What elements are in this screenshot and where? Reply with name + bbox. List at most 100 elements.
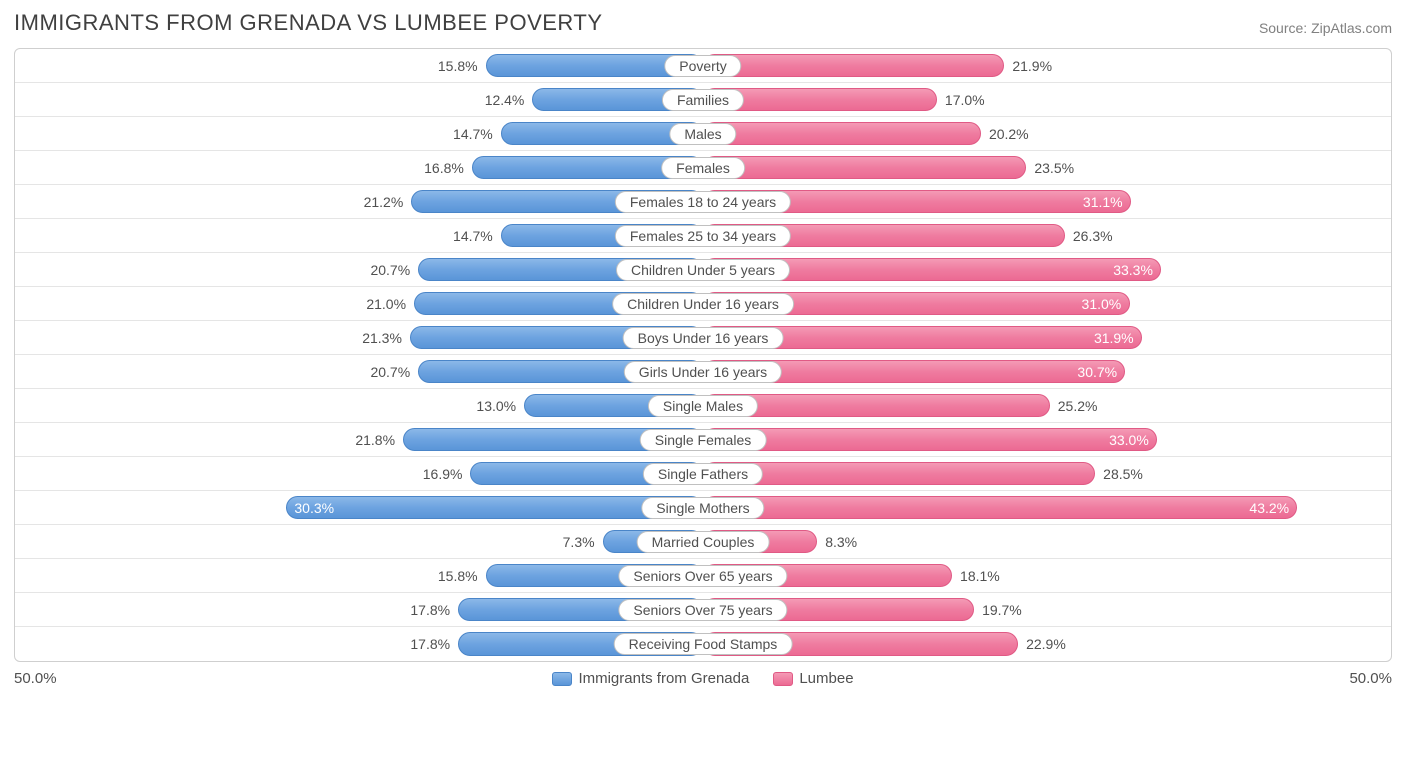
value-right: 25.2% <box>1058 398 1098 414</box>
bar-half-left: 21.0% <box>15 287 703 320</box>
value-right: 19.7% <box>982 602 1022 618</box>
value-left: 15.8% <box>438 568 478 584</box>
chart-row: 14.7% 26.3% Females 25 to 34 years <box>15 219 1391 253</box>
bar-half-left: 17.8% <box>15 627 703 661</box>
legend-item-left: Immigrants from Grenada <box>552 670 749 687</box>
value-right: 20.2% <box>989 126 1029 142</box>
category-label: Males <box>669 123 736 145</box>
category-label: Married Couples <box>637 531 770 553</box>
value-left: 21.3% <box>362 330 402 346</box>
category-label: Boys Under 16 years <box>623 327 784 349</box>
bar-half-right: 22.9% <box>703 627 1391 661</box>
source-link[interactable]: ZipAtlas.com <box>1311 20 1392 36</box>
value-right: 23.5% <box>1034 160 1074 176</box>
bar-right <box>703 122 981 145</box>
bar-half-right: 31.1% <box>703 185 1391 218</box>
value-left: 21.2% <box>364 194 404 210</box>
chart-row: 21.8% 33.0% Single Females <box>15 423 1391 457</box>
bar-half-right: 19.7% <box>703 593 1391 626</box>
chart-row: 12.4%17.0%Families <box>15 83 1391 117</box>
category-label: Females 25 to 34 years <box>615 225 791 247</box>
chart-row: 14.7% 20.2% Males <box>15 117 1391 151</box>
category-label: Girls Under 16 years <box>624 361 782 383</box>
value-right: 22.9% <box>1026 636 1066 652</box>
bar-half-right: 33.0% <box>703 423 1391 456</box>
chart-title: IMMIGRANTS FROM GRENADA VS LUMBEE POVERT… <box>14 10 603 36</box>
bar-half-right: 43.2% <box>703 491 1391 524</box>
bar-half-right: 23.5% <box>703 151 1391 184</box>
legend-item-right: Lumbee <box>773 670 853 687</box>
category-label: Seniors Over 75 years <box>618 599 787 621</box>
bar-half-left: 15.8% <box>15 49 703 82</box>
value-left: 20.7% <box>370 262 410 278</box>
bar-half-left: 30.3% <box>15 491 703 524</box>
bar-half-left: 21.2% <box>15 185 703 218</box>
legend-label-left: Immigrants from Grenada <box>578 670 749 687</box>
value-left: 30.3% <box>294 500 334 516</box>
chart-row: 21.3% 31.9% Boys Under 16 years <box>15 321 1391 355</box>
chart-row: 17.8%22.9%Receiving Food Stamps <box>15 627 1391 661</box>
value-left: 12.4% <box>485 92 525 108</box>
bar-half-right: 31.9% <box>703 321 1391 354</box>
source-prefix: Source: <box>1259 20 1311 36</box>
value-left: 14.7% <box>453 228 493 244</box>
bar-half-right: 21.9% <box>703 49 1391 82</box>
bar-half-left: 13.0% <box>15 389 703 422</box>
category-label: Children Under 16 years <box>612 293 794 315</box>
bar-right <box>703 496 1297 519</box>
chart-row: 15.8% 21.9% Poverty <box>15 49 1391 83</box>
source-attribution: Source: ZipAtlas.com <box>1259 20 1392 36</box>
category-label: Families <box>662 89 744 111</box>
value-right: 26.3% <box>1073 228 1113 244</box>
legend: Immigrants from Grenada Lumbee <box>552 670 853 687</box>
bar-half-right: 25.2% <box>703 389 1391 422</box>
bar-half-left: 21.3% <box>15 321 703 354</box>
value-right: 33.3% <box>1113 262 1153 278</box>
value-right: 21.9% <box>1012 58 1052 74</box>
bar-half-left: 14.7% <box>15 219 703 252</box>
category-label: Single Mothers <box>641 497 764 519</box>
value-right: 33.0% <box>1109 432 1149 448</box>
bar-half-left: 20.7% <box>15 253 703 286</box>
legend-swatch-right <box>773 672 793 686</box>
bar-right <box>703 428 1157 451</box>
chart-row: 16.8% 23.5% Females <box>15 151 1391 185</box>
value-right: 31.9% <box>1094 330 1134 346</box>
bar-half-left: 16.9% <box>15 457 703 490</box>
bar-half-left: 15.8% <box>15 559 703 592</box>
value-right: 28.5% <box>1103 466 1143 482</box>
category-label: Females <box>661 157 745 179</box>
chart-row: 15.8% 18.1% Seniors Over 65 years <box>15 559 1391 593</box>
value-left: 16.8% <box>424 160 464 176</box>
bar-half-left: 17.8% <box>15 593 703 626</box>
category-label: Seniors Over 65 years <box>618 565 787 587</box>
legend-label-right: Lumbee <box>799 670 853 687</box>
value-left: 7.3% <box>563 534 595 550</box>
bar-half-right: 8.3% <box>703 525 1391 558</box>
bar-half-right: 33.3% <box>703 253 1391 286</box>
bar-half-left: 21.8% <box>15 423 703 456</box>
axis-max-right: 50.0% <box>1349 670 1392 687</box>
chart-header: IMMIGRANTS FROM GRENADA VS LUMBEE POVERT… <box>14 10 1392 36</box>
value-right: 8.3% <box>825 534 857 550</box>
value-right: 31.0% <box>1082 296 1122 312</box>
value-left: 17.8% <box>410 602 450 618</box>
chart-row: 20.7%30.7%Girls Under 16 years <box>15 355 1391 389</box>
value-right: 43.2% <box>1249 500 1289 516</box>
chart-row: 7.3% 8.3% Married Couples <box>15 525 1391 559</box>
legend-swatch-left <box>552 672 572 686</box>
bar-half-left: 7.3% <box>15 525 703 558</box>
chart-row: 21.0% 31.0% Children Under 16 years <box>15 287 1391 321</box>
value-right: 18.1% <box>960 568 1000 584</box>
chart-row: 13.0%25.2%Single Males <box>15 389 1391 423</box>
bar-half-left: 16.8% <box>15 151 703 184</box>
value-left: 21.0% <box>366 296 406 312</box>
bar-half-right: 31.0% <box>703 287 1391 320</box>
value-right: 30.7% <box>1077 364 1117 380</box>
bar-half-left: 14.7% <box>15 117 703 150</box>
category-label: Single Females <box>640 429 767 451</box>
category-label: Females 18 to 24 years <box>615 191 791 213</box>
bar-half-right: 20.2% <box>703 117 1391 150</box>
category-label: Poverty <box>664 55 741 77</box>
value-left: 21.8% <box>355 432 395 448</box>
